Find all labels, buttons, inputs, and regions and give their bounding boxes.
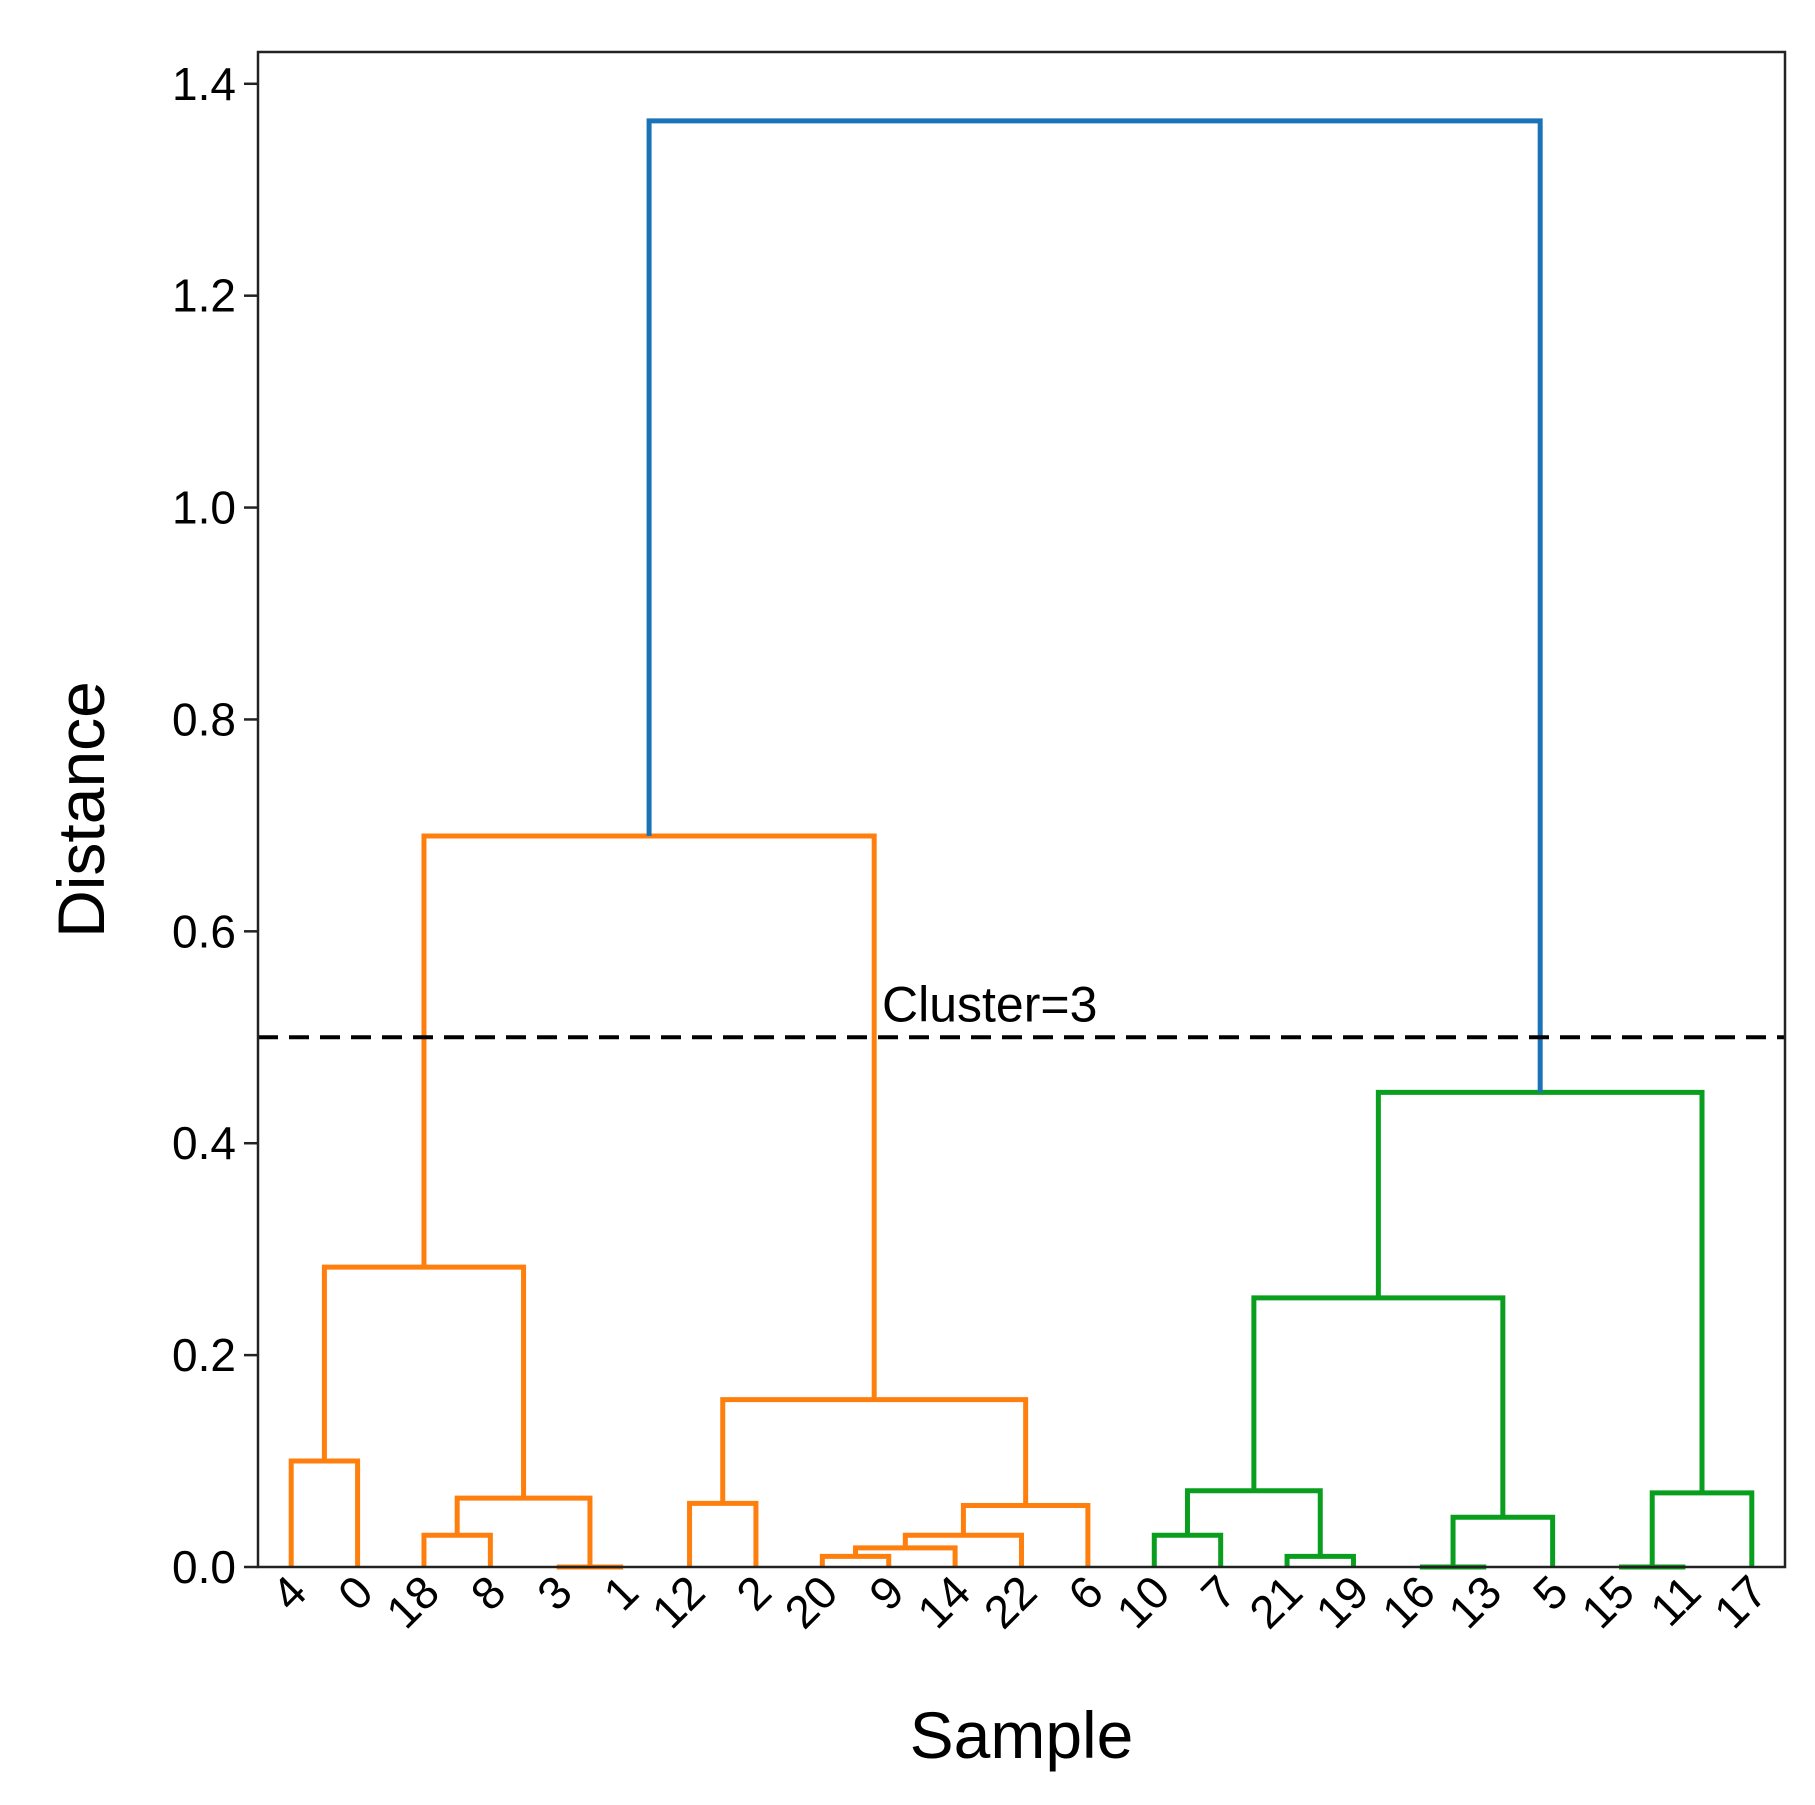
x-tick-label: 22 bbox=[974, 1565, 1047, 1638]
x-tick-label: 19 bbox=[1306, 1565, 1379, 1638]
x-tick-label: 9 bbox=[859, 1565, 914, 1620]
y-tick-label: 0.2 bbox=[172, 1329, 236, 1381]
x-tick-label: 4 bbox=[261, 1565, 316, 1620]
x-axis-label: Sample bbox=[910, 1698, 1134, 1772]
dendrogram-link bbox=[902, 1532, 1024, 1567]
dendrogram-link bbox=[288, 1458, 361, 1567]
y-tick-label: 0.4 bbox=[172, 1117, 236, 1169]
dendrogram-link bbox=[454, 1495, 593, 1567]
x-tick-label: 2 bbox=[726, 1565, 781, 1620]
x-tick-label: 5 bbox=[1523, 1565, 1578, 1620]
x-tick-label: 17 bbox=[1704, 1565, 1777, 1638]
x-tick-label: 14 bbox=[907, 1565, 980, 1638]
x-tick-label: 0 bbox=[328, 1565, 383, 1620]
y-tick-label: 1.4 bbox=[172, 58, 236, 110]
x-tick-label: 3 bbox=[527, 1565, 582, 1620]
y-tick-label: 0.8 bbox=[172, 693, 236, 745]
x-tick-label: 6 bbox=[1058, 1565, 1113, 1620]
dendrogram-link bbox=[1375, 1089, 1705, 1493]
x-tick-label: 20 bbox=[774, 1565, 847, 1638]
y-tick-label: 1.0 bbox=[172, 482, 236, 534]
y-tick-label: 1.2 bbox=[172, 270, 236, 322]
dendrogram-link bbox=[1151, 1532, 1224, 1567]
dendrogram-link bbox=[687, 1500, 759, 1567]
threshold-group: Cluster=3 bbox=[258, 976, 1785, 1040]
dendrogram-link bbox=[1450, 1514, 1556, 1567]
y-tick-label: 0.0 bbox=[172, 1541, 236, 1593]
dendrogram-link bbox=[819, 1553, 892, 1567]
x-tick-label: 7 bbox=[1191, 1565, 1246, 1620]
dendrogram-link bbox=[1251, 1295, 1506, 1518]
dendrogram-link bbox=[1184, 1488, 1323, 1557]
x-tick-label: 13 bbox=[1438, 1565, 1511, 1638]
x-tick-label: 10 bbox=[1106, 1565, 1179, 1638]
x-tick-label: 1 bbox=[593, 1565, 648, 1620]
dendrogram-link bbox=[646, 118, 1543, 1093]
y-axis-ticks: 0.0 0.2 0.4 0.6 0.8 1.0 1.2 1.4 bbox=[172, 58, 258, 1593]
x-tick-label: 11 bbox=[1640, 1565, 1711, 1636]
x-tick-label: 12 bbox=[642, 1565, 715, 1638]
plot-frame bbox=[256, 50, 1787, 1569]
dendrogram-link bbox=[421, 833, 877, 1400]
y-tick-label: 0.6 bbox=[172, 905, 236, 957]
y-axis-label: Distance bbox=[44, 681, 118, 938]
dendrogram-link bbox=[1649, 1490, 1755, 1567]
x-tick-label: 16 bbox=[1372, 1565, 1445, 1638]
dendrogram-link bbox=[1284, 1553, 1356, 1567]
dendrogram-links bbox=[288, 118, 1755, 1570]
x-tick-label: 8 bbox=[461, 1565, 516, 1620]
dendrogram-link bbox=[720, 1397, 1029, 1506]
threshold-label: Cluster=3 bbox=[882, 976, 1097, 1032]
x-tick-label: 15 bbox=[1571, 1565, 1644, 1638]
x-tick-label: 18 bbox=[376, 1565, 449, 1638]
x-tick-label: 21 bbox=[1239, 1565, 1312, 1638]
dendrogram-link bbox=[421, 1532, 493, 1567]
